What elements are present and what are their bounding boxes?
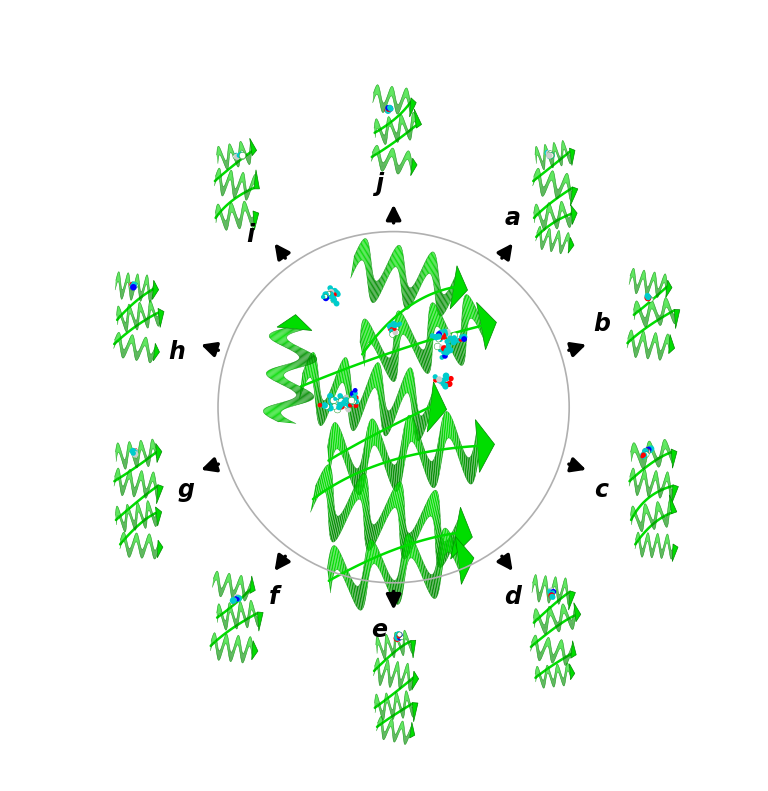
Text: f: f (270, 585, 280, 608)
Text: d: d (505, 585, 521, 608)
Text: c: c (594, 479, 608, 502)
Text: e: e (371, 619, 387, 642)
Text: h: h (168, 340, 185, 365)
Text: b: b (593, 312, 610, 336)
Text: i: i (247, 223, 254, 248)
Text: g: g (177, 479, 194, 502)
Text: j: j (375, 172, 382, 196)
Text: a: a (505, 206, 521, 230)
